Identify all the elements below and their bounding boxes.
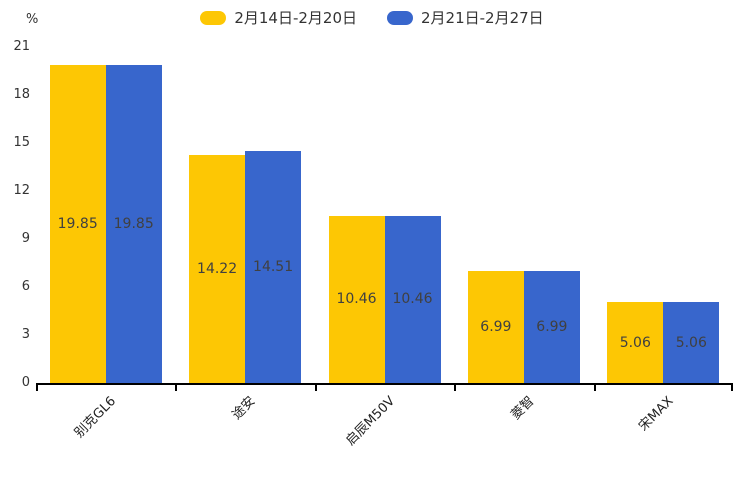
y-axis-tick-label: 0 [21, 375, 30, 390]
x-axis-category-label: 菱智 [508, 393, 538, 423]
y-axis-tick-label: 18 [13, 87, 30, 102]
y-axis-tick-label: 12 [13, 183, 30, 198]
legend-swatch-icon [387, 10, 413, 25]
x-axis-tick [36, 383, 38, 391]
legend-item-0[interactable]: 2月14日-2月20日 [200, 7, 357, 28]
x-axis-tick [593, 383, 596, 391]
bar-启辰M50V-series1[interactable] [384, 215, 441, 383]
bar-宋MAX-series1[interactable] [663, 302, 720, 383]
bar-菱智-series0[interactable] [467, 271, 524, 383]
y-axis-tick-label: 15 [13, 135, 30, 150]
x-axis-tick [454, 383, 457, 391]
bar-别克GL6-series0[interactable] [49, 65, 106, 383]
legend-item-label: 2月14日-2月20日 [234, 9, 357, 27]
y-axis-tick-label: 6 [21, 279, 30, 294]
bar-途安-series1[interactable] [245, 150, 302, 383]
legend-item-1[interactable]: 2月21日-2月27日 [387, 7, 544, 28]
legend-swatch-icon [200, 10, 227, 25]
bar-别克GL6-series1[interactable] [105, 65, 162, 383]
y-axis-unit-label: % [26, 12, 39, 27]
x-axis-tick [175, 383, 178, 391]
bar-菱智-series1[interactable] [523, 271, 580, 383]
x-axis-category-label: 宋MAX [636, 393, 677, 435]
x-axis-category-label: 启辰M50V [343, 393, 398, 449]
bar-启辰M50V-series0[interactable] [328, 215, 385, 383]
x-axis-tick [314, 383, 317, 391]
y-axis-tick-label: 9 [21, 231, 30, 246]
legend-item-label: 2月21日-2月27日 [421, 9, 544, 27]
x-axis-line [36, 383, 733, 385]
y-axis-tick-label: 3 [21, 327, 30, 342]
x-axis-category-label: 别克GL6 [72, 393, 120, 441]
x-axis-tick [731, 383, 733, 391]
legend: 2月14日-2月20日 2月21日-2月27日 [0, 7, 744, 28]
bar-宋MAX-series0[interactable] [607, 302, 664, 383]
y-axis-tick-label: 21 [13, 39, 30, 54]
x-axis-category-label: 途安 [229, 393, 259, 423]
bar-途安-series0[interactable] [189, 155, 246, 383]
